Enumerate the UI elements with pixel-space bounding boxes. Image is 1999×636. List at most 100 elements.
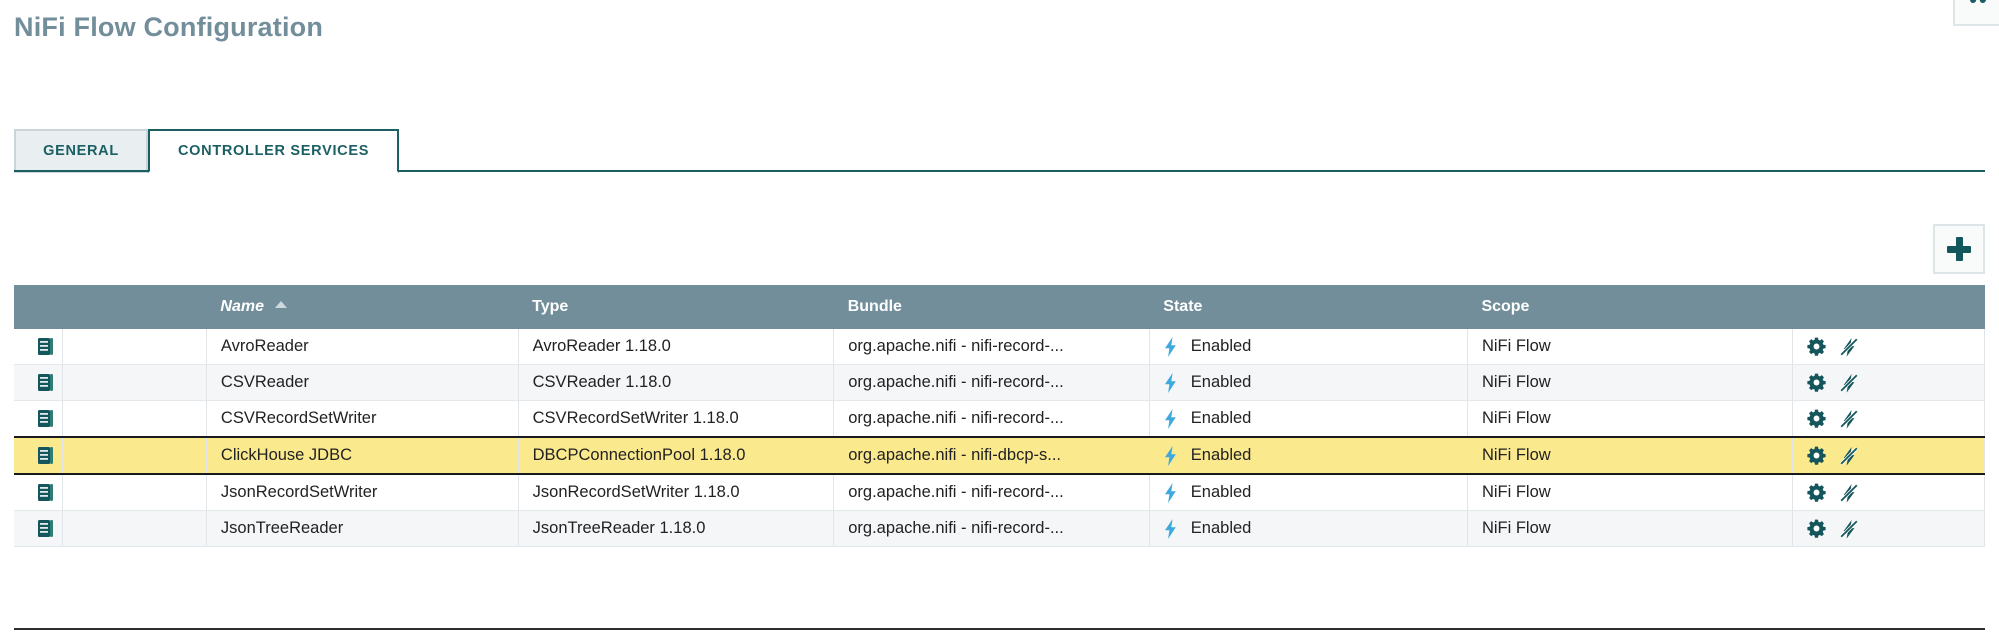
cell-name[interactable]: JsonTreeReader — [206, 510, 519, 547]
cell-scope: NiFi Flow — [1467, 364, 1793, 401]
cell-name[interactable]: ClickHouse JDBC — [206, 436, 519, 475]
tab-bar: GENERAL CONTROLLER SERVICES — [14, 127, 400, 173]
cell-scope: NiFi Flow — [1467, 510, 1793, 547]
column-header-actions — [1792, 285, 1985, 329]
column-header-state-label: State — [1163, 298, 1203, 315]
table-row[interactable]: JsonTreeReader JsonTreeReader 1.18.0 org.a… — [14, 510, 1985, 547]
table-header: Name Type Bundle State Scope — [14, 285, 1985, 329]
cell-name[interactable]: AvroReader — [206, 329, 519, 365]
controller-services-table-wrapper: Name Type Bundle State Scope AvroReader A… — [14, 285, 1985, 547]
more-options-button[interactable]: •• — [1953, 0, 1999, 26]
cell-type: AvroReader 1.18.0 — [518, 329, 835, 365]
table-header-row: Name Type Bundle State Scope — [14, 285, 1985, 329]
lightning-bolt-slash-icon[interactable] — [1839, 373, 1859, 393]
lightning-bolt-icon — [1164, 408, 1177, 429]
cell-bundle: org.apache.nifi - nifi-record-... — [833, 510, 1150, 547]
table-row[interactable]: JsonRecordSetWriter JsonRecordSetWriter 1… — [14, 473, 1985, 511]
tab-general-label: GENERAL — [43, 143, 119, 159]
column-header-scope-label: Scope — [1481, 298, 1530, 315]
cell-bundle: org.apache.nifi - nifi-dbcp-s... — [833, 436, 1150, 475]
row-spacer-cell — [62, 329, 207, 365]
cell-name[interactable]: CSVRecordSetWriter — [206, 400, 519, 438]
lightning-bolt-icon — [1164, 445, 1177, 466]
column-header-scope[interactable]: Scope — [1467, 285, 1792, 329]
table-row[interactable]: CSVReader CSVReader 1.18.0 org.apache.nifi… — [14, 364, 1985, 401]
cell-scope: NiFi Flow — [1467, 400, 1793, 438]
gear-icon[interactable] — [1806, 337, 1826, 356]
column-header-name[interactable]: Name — [206, 285, 519, 329]
row-spacer-cell — [62, 473, 207, 511]
cell-actions — [1792, 364, 1985, 401]
cell-scope: NiFi Flow — [1467, 473, 1793, 511]
tab-controller-services[interactable]: CONTROLLER SERVICES — [148, 129, 400, 173]
state-label: Enabled — [1190, 373, 1252, 391]
column-header-name-label: Name — [220, 298, 264, 315]
row-spacer-cell — [62, 364, 207, 401]
lightning-bolt-slash-icon[interactable] — [1839, 337, 1859, 357]
book-icon — [37, 337, 54, 356]
cell-state: Enabled — [1149, 400, 1468, 438]
more-options-icon: •• — [1969, 0, 1988, 11]
lightning-bolt-slash-icon[interactable] — [1839, 519, 1859, 539]
column-header-state[interactable]: State — [1149, 285, 1468, 329]
column-header-type-label: Type — [532, 298, 569, 315]
row-type-icon-cell — [14, 400, 64, 438]
gear-icon[interactable] — [1806, 446, 1826, 465]
table-row[interactable]: ClickHouse JDBC DBCPConnectionPool 1.18.0… — [14, 436, 1985, 475]
cell-scope: NiFi Flow — [1467, 436, 1793, 475]
lightning-bolt-icon — [1164, 336, 1177, 357]
cell-actions — [1792, 510, 1985, 547]
page-title: NiFi Flow Configuration — [14, 12, 324, 42]
state-label: Enabled — [1190, 337, 1252, 355]
book-icon — [37, 519, 54, 538]
lightning-bolt-icon — [1164, 518, 1177, 539]
tab-general[interactable]: GENERAL — [14, 129, 148, 173]
controller-services-table: Name Type Bundle State Scope AvroReader A… — [14, 285, 1985, 547]
sort-ascending-icon — [275, 301, 288, 309]
column-header-icon — [14, 285, 207, 329]
lightning-bolt-slash-icon[interactable] — [1839, 409, 1859, 429]
book-icon — [37, 483, 54, 502]
row-type-icon-cell — [14, 329, 64, 365]
add-controller-service-button[interactable] — [1933, 224, 1985, 274]
cell-name[interactable]: JsonRecordSetWriter — [206, 473, 519, 511]
lightning-bolt-slash-icon[interactable] — [1839, 446, 1859, 466]
book-icon — [37, 409, 54, 428]
book-icon — [37, 446, 54, 465]
table-row[interactable]: AvroReader AvroReader 1.18.0 org.apache.ni… — [14, 329, 1985, 365]
table-body: AvroReader AvroReader 1.18.0 org.apache.ni… — [14, 329, 1985, 547]
row-type-icon-cell — [14, 436, 64, 475]
cell-type: DBCPConnectionPool 1.18.0 — [518, 436, 835, 475]
cell-state: Enabled — [1149, 364, 1468, 401]
gear-icon[interactable] — [1806, 373, 1826, 392]
cell-actions — [1792, 473, 1985, 511]
cell-actions — [1792, 329, 1985, 365]
cell-type: CSVReader 1.18.0 — [518, 364, 835, 401]
state-label: Enabled — [1190, 446, 1252, 464]
tab-underline — [14, 170, 1985, 172]
cell-actions — [1792, 436, 1985, 475]
cell-state: Enabled — [1149, 436, 1468, 475]
cell-name[interactable]: CSVReader — [206, 364, 519, 401]
row-spacer-cell — [62, 510, 207, 547]
column-header-type[interactable]: Type — [518, 285, 834, 329]
column-header-bundle[interactable]: Bundle — [833, 285, 1150, 329]
cell-bundle: org.apache.nifi - nifi-record-... — [833, 329, 1150, 365]
row-type-icon-cell — [14, 473, 64, 511]
table-row[interactable]: CSVRecordSetWriter CSVRecordSetWriter 1.1… — [14, 400, 1985, 438]
gear-icon[interactable] — [1806, 483, 1826, 502]
cell-state: Enabled — [1149, 329, 1468, 365]
gear-icon[interactable] — [1806, 409, 1826, 428]
gear-icon[interactable] — [1806, 519, 1826, 538]
cell-scope: NiFi Flow — [1467, 329, 1793, 365]
cell-state: Enabled — [1149, 510, 1468, 547]
cell-type: CSVRecordSetWriter 1.18.0 — [518, 400, 835, 438]
lightning-bolt-slash-icon[interactable] — [1839, 483, 1859, 503]
cell-type: JsonTreeReader 1.18.0 — [518, 510, 835, 547]
cell-bundle: org.apache.nifi - nifi-record-... — [833, 473, 1150, 511]
tab-controller-services-label: CONTROLLER SERVICES — [178, 143, 370, 159]
cell-state: Enabled — [1149, 473, 1468, 511]
state-label: Enabled — [1190, 483, 1252, 501]
row-type-icon-cell — [14, 510, 64, 547]
footer-divider — [14, 628, 1985, 630]
